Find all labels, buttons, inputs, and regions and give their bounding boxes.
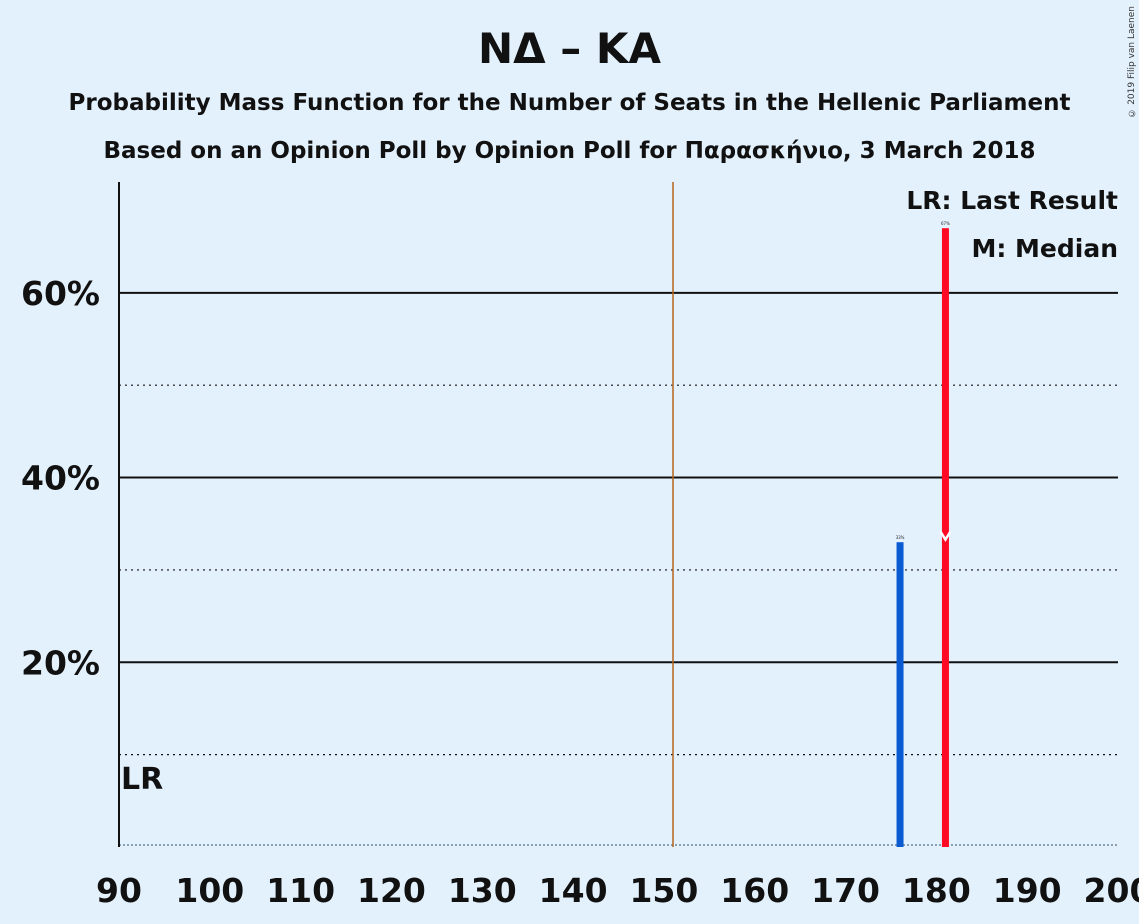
x-tick-label: 160	[720, 871, 789, 910]
x-tick-label: 120	[357, 871, 426, 910]
x-tick-label: 180	[902, 871, 971, 910]
y-tick-label: 40%	[21, 459, 100, 498]
x-tick-label: 100	[175, 871, 244, 910]
grid-layer	[119, 182, 1118, 847]
bar-seats-176	[896, 542, 904, 847]
x-tick-label: 150	[629, 871, 698, 910]
x-tick-label: 110	[266, 871, 335, 910]
x-tick-label: 200	[1084, 871, 1139, 910]
x-tick-label: 190	[993, 871, 1062, 910]
chart-subtitle-1: Probability Mass Function for the Number…	[68, 90, 1071, 116]
bar-data-label: 33%	[896, 535, 905, 540]
x-tick-label: 170	[811, 871, 880, 910]
chart-subtitle-2: Based on an Opinion Poll by Opinion Poll…	[103, 138, 1036, 164]
x-tick-label: 140	[539, 871, 608, 910]
y-tick-label: 20%	[21, 643, 100, 682]
median-marker	[939, 530, 952, 542]
x-tick-label: 130	[448, 871, 517, 910]
axis-layer: 20% 40% 60% 90 100 110 120 130 140 150 160 170 180 19…	[21, 182, 1139, 910]
bar-layer: 33% 67%	[896, 221, 952, 848]
legend-last-result: LR: Last Result	[906, 186, 1118, 215]
legend-median: M: Median	[971, 234, 1118, 263]
x-tick-label: 90	[96, 871, 142, 910]
bar-data-label: 67%	[941, 221, 950, 226]
y-tick-label: 60%	[21, 274, 100, 313]
last-result-label: LR	[121, 762, 163, 797]
chart-title: ΝΔ – ΚΑ	[478, 24, 661, 73]
